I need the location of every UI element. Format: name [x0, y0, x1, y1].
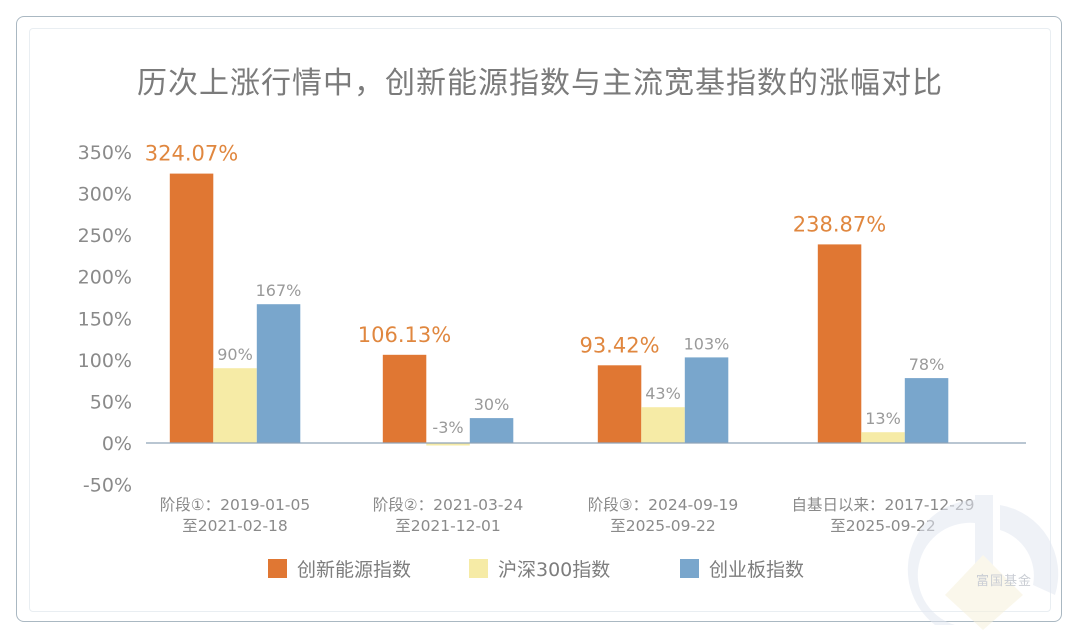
bar-value-label: -3% [432, 418, 463, 437]
legend-label: 沪深300指数 [498, 558, 611, 581]
bar [426, 443, 470, 446]
x-category-label: 阶段②：2021-03-24 [373, 496, 523, 514]
legend-swatch [268, 558, 287, 578]
bar-value-label: 90% [217, 345, 253, 364]
bar-value-label: 324.07% [145, 142, 238, 166]
y-tick-label: 100% [78, 350, 132, 372]
y-tick-label: 200% [78, 267, 132, 289]
y-tick-label: 150% [78, 308, 132, 330]
x-category-label: 自基日以来：2017-12-29 [791, 496, 974, 514]
bar [861, 432, 905, 443]
bar [256, 304, 301, 443]
bar-value-label: 103% [684, 334, 730, 353]
legend-swatch [469, 558, 488, 578]
y-tick-label: 50% [90, 391, 132, 413]
legend-swatch [680, 558, 699, 578]
x-category-label: 阶段③：2024-09-19 [588, 496, 738, 514]
watermark-text: 富国基金 [976, 574, 1033, 589]
bar [382, 354, 427, 443]
y-axis-ticks: 350% 300% 250% 200% 150% 100% 50% 0% -50% [78, 142, 132, 497]
legend-item-hs300: 沪深300指数 [469, 554, 610, 582]
bars [169, 173, 949, 446]
bar [169, 173, 214, 443]
bar-value-label: 106.13% [358, 323, 451, 347]
bar-value-label: 167% [256, 281, 302, 300]
bar-value-label: 43% [645, 384, 681, 403]
y-tick-label: -50% [83, 475, 132, 497]
bar [469, 418, 514, 443]
bar-value-label: 30% [474, 395, 510, 414]
bar [684, 357, 729, 443]
y-tick-label: 300% [78, 184, 132, 206]
bar [213, 368, 257, 443]
legend-label: 创新能源指数 [297, 558, 412, 581]
fullgoal-logo-watermark [905, 485, 1065, 630]
bar-value-label: 13% [865, 409, 901, 428]
x-axis-labels: 阶段①：2019-01-05 至2021-02-18 阶段②：2021-03-24 至… [160, 496, 975, 535]
y-tick-label: 350% [78, 142, 132, 164]
bar [904, 378, 949, 443]
x-category-label: 至2021-02-18 [182, 517, 288, 535]
bar-value-label: 78% [909, 355, 945, 374]
bar-labels: 324.07% 106.13% 93.42% 238.87% 90% -3% 43% 13% 1… [145, 142, 945, 437]
bar-value-label: 238.87% [793, 212, 886, 236]
legend-label: 创业板指数 [709, 558, 805, 581]
inner-frame [29, 28, 1051, 612]
y-tick-label: 0% [102, 433, 132, 455]
x-category-label: 至2021-12-01 [395, 517, 501, 535]
legend-item-innovation-energy: 创新能源指数 [268, 554, 411, 582]
x-category-label: 阶段①：2019-01-05 [160, 496, 310, 514]
chart-title: 历次上涨行情中，创新能源指数与主流宽基指数的涨幅对比 [137, 66, 943, 101]
legend: 创新能源指数 沪深300指数 创业板指数 [0, 554, 1080, 582]
bar-value-label: 93.42% [579, 333, 659, 357]
bar [641, 407, 685, 443]
x-category-label: 至2025-09-22 [610, 517, 716, 535]
bar [597, 365, 642, 443]
x-category-label: 至2025-09-22 [830, 517, 936, 535]
y-tick-label: 250% [78, 225, 132, 247]
bar [817, 244, 862, 443]
legend-item-chinext: 创业板指数 [680, 554, 804, 582]
